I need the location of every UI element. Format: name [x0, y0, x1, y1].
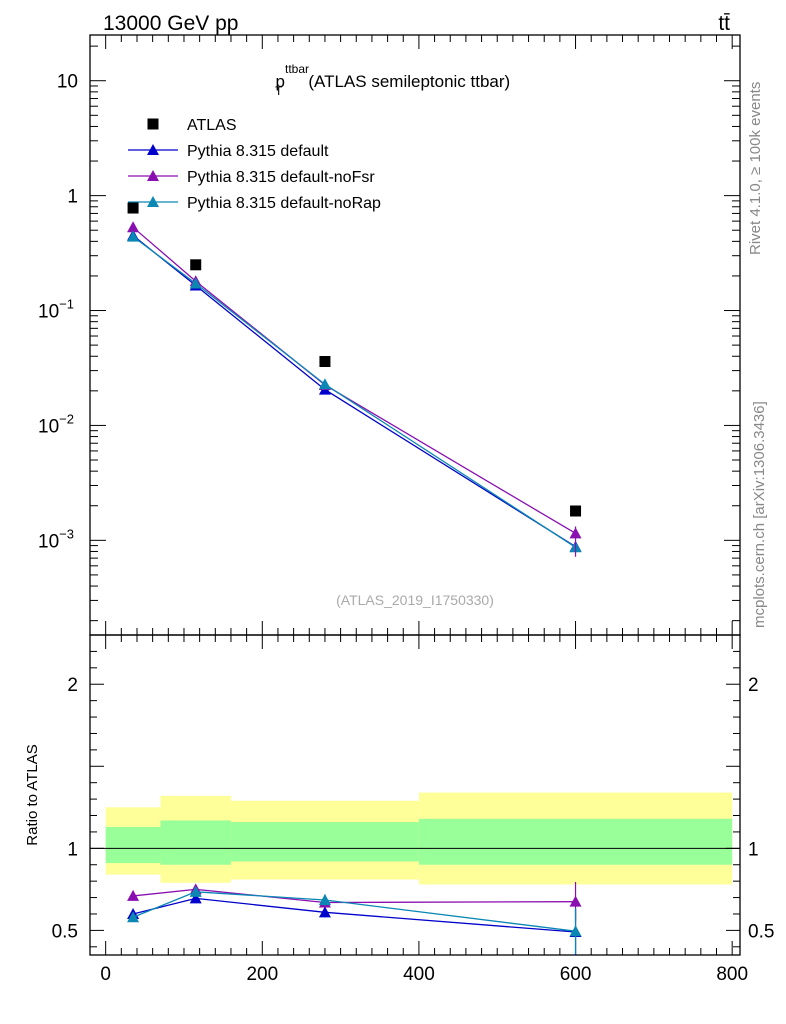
legend-label-noFsr: Pythia 8.315 default-noFsr	[187, 169, 375, 186]
process-label: tt̄	[718, 12, 730, 35]
legend-label-data: ATLAS	[187, 117, 237, 134]
main-ytick-label: 1	[67, 187, 78, 208]
title-rest: (ATLAS semileptonic ttbar)	[308, 72, 510, 91]
legend-marker-noRap	[147, 196, 159, 207]
legend-marker-default	[147, 144, 159, 155]
legend-label-default: Pythia 8.315 default	[187, 143, 329, 160]
point-data	[190, 259, 202, 271]
ratio-band-inner	[105, 827, 161, 864]
ratio-xtick-label: 0	[100, 964, 111, 985]
ratio-xtick-label: 800	[716, 964, 748, 985]
point-data	[127, 202, 139, 214]
legend-label-noRap: Pythia 8.315 default-noRap	[187, 195, 381, 212]
main-ytick-label: 10−3	[38, 526, 74, 552]
title-main: p	[276, 72, 285, 91]
ratio-xtick-label: 200	[246, 964, 278, 985]
ratio-line-default	[132, 897, 576, 933]
ratio-point-noRap	[189, 885, 202, 897]
legend: ATLAS Pythia 8.315 default Pythia 8.315 de…	[128, 117, 381, 212]
main-ytick-label: 10	[57, 72, 78, 93]
ratio-xtick-label: 600	[560, 964, 592, 985]
main-panel: pttbar T (ATLAS semileptonic ttbar) (ATLAS…	[38, 34, 741, 636]
ratio-point-noRap	[569, 925, 582, 937]
legend-marker-noFsr	[147, 170, 159, 181]
ratio-band-inner	[160, 820, 231, 865]
ratio-point-default	[318, 906, 331, 918]
ratio-point-default	[189, 892, 202, 904]
ratio-point-noRap	[318, 894, 331, 906]
legend-marker-data	[147, 118, 159, 130]
ratio-band-inner	[418, 818, 733, 865]
ratio-ytick-label-right: 0.5	[748, 921, 774, 942]
title-sub: T	[275, 84, 283, 98]
point-noFsr	[127, 221, 140, 233]
ratio-ytick-label: 1	[67, 839, 78, 860]
ratio-panel: Ratio to ATLAS 0 200 400 600 800 2 2 1 1 0.5 0.5	[24, 634, 774, 985]
ratio-ytick-label-right: 1	[748, 839, 759, 860]
energy-label: 13000 GeV pp	[103, 12, 238, 35]
point-data	[570, 505, 582, 517]
source-label: mcplots.cern.ch [arXiv:1306.3436]	[751, 401, 768, 628]
main-ytick-label: 10−1	[38, 297, 74, 323]
title-sup: ttbar	[285, 62, 309, 76]
ratio-point-noRap	[127, 911, 140, 923]
point-noRap	[318, 378, 331, 390]
ratio-ytick-label: 2	[67, 675, 78, 696]
ratio-ylabel: Ratio to ATLAS	[24, 744, 41, 845]
plot-title: pttbar T (ATLAS semileptonic ttbar)	[275, 62, 510, 98]
series-line-noRap	[132, 236, 576, 548]
point-noRap	[127, 230, 140, 242]
ratio-point-noFsr	[569, 895, 582, 907]
series-line-noFsr	[132, 226, 576, 534]
point-noRap	[189, 277, 202, 289]
ratio-ytick-label-right: 2	[748, 675, 759, 696]
ratio-band-inner	[230, 822, 419, 862]
main-ytick-label: 10−2	[38, 411, 74, 437]
ratio-frame	[89, 634, 741, 956]
ratio-line-noRap	[132, 891, 576, 932]
ratio-point-noFsr	[127, 889, 140, 901]
analysis-label: (ATLAS_2019_I1750330)	[336, 592, 494, 608]
rivet-label: Rivet 4.1.0, ≥ 100k events	[747, 82, 764, 255]
ratio-xtick-label: 400	[403, 964, 435, 985]
ratio-ytick-label: 0.5	[52, 921, 78, 942]
point-data	[319, 356, 331, 368]
